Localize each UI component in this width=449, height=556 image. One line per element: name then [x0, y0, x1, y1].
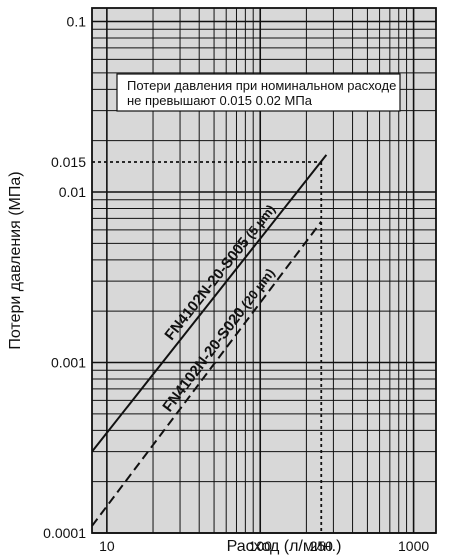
series-line-1	[91, 154, 328, 453]
x-axis-title: Расход (л/мин.)	[227, 538, 342, 555]
annotation-line-1: Потери давления при номинальном расходе	[127, 78, 396, 93]
y-tick-label: 0.01	[59, 184, 86, 200]
x-tick-labels: 10 100 250 1000	[99, 538, 429, 554]
x-tick-label: 100	[249, 538, 273, 554]
series-line-2	[91, 221, 323, 527]
y-tick-label: 0.015	[51, 154, 86, 170]
reference-lines	[92, 161, 323, 533]
x-tick-label: 250	[310, 538, 334, 554]
plot-frame	[91, 7, 437, 534]
y-tick-labels: 0.1 0.015 0.01 0.001 0.0001	[43, 14, 86, 541]
y-tick-label: 0.0001	[43, 525, 86, 541]
annotation-frame	[116, 73, 401, 112]
y-axis-title: Потери давления (МПа)	[7, 171, 24, 349]
y-tick-label: 0.1	[67, 14, 87, 30]
annotation-box: Потери давления при номинальном расходе …	[116, 73, 401, 112]
x-tick-label: 1000	[398, 538, 429, 554]
x-tick-label: 10	[99, 538, 115, 554]
series-lines	[91, 154, 328, 527]
y-tick-label: 0.001	[51, 355, 86, 371]
annotation-line-2: не превышают 0.015 0.02 МПа	[127, 93, 313, 108]
